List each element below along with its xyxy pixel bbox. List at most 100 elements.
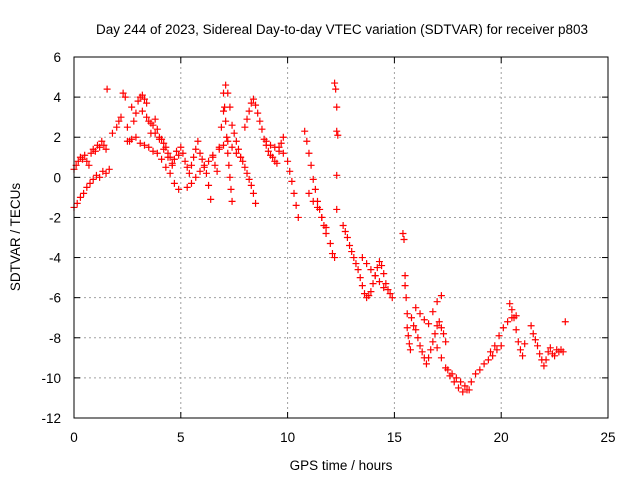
data-point [551, 352, 559, 360]
data-point [200, 161, 208, 169]
data-point [226, 173, 234, 181]
data-point [96, 143, 104, 151]
data-point [166, 169, 174, 177]
data-point [213, 167, 221, 175]
data-point [339, 221, 347, 229]
data-point [275, 147, 283, 155]
data-point [467, 378, 475, 386]
data-point [267, 141, 275, 149]
data-point [491, 342, 499, 350]
data-point [151, 115, 159, 123]
data-point [115, 117, 123, 125]
data-point [223, 133, 231, 141]
data-point [341, 227, 349, 235]
data-point [307, 161, 315, 169]
data-point [546, 344, 554, 352]
data-point [542, 356, 550, 364]
data-point [311, 185, 319, 193]
data-point [190, 153, 198, 161]
data-point [331, 254, 339, 262]
data-point [403, 310, 411, 318]
chart-title: Day 244 of 2023, Sidereal Day-to-day VTE… [96, 22, 588, 37]
data-point [388, 294, 396, 302]
data-point [358, 282, 366, 290]
data-point [181, 157, 189, 165]
data-point [433, 322, 441, 330]
data-point [452, 374, 460, 382]
data-point [322, 229, 330, 237]
data-point [369, 280, 377, 288]
data-point [294, 213, 302, 221]
data-point [489, 352, 497, 360]
data-point [164, 153, 172, 161]
y-axis-label: SDTVAR / TECUs [8, 183, 23, 292]
data-point [140, 141, 148, 149]
data-point [215, 145, 223, 153]
data-point [497, 342, 505, 350]
data-point [465, 386, 473, 394]
x-tick-label: 25 [600, 430, 615, 445]
data-point [271, 143, 279, 151]
data-point [209, 153, 217, 161]
data-point [450, 378, 458, 386]
data-point [138, 107, 146, 115]
data-point [333, 171, 341, 179]
data-point [328, 250, 336, 258]
data-point [457, 378, 465, 386]
data-point [531, 336, 539, 344]
data-point [429, 308, 437, 316]
data-point [175, 185, 183, 193]
data-point [416, 342, 424, 350]
data-point [305, 189, 313, 197]
data-point [170, 155, 178, 163]
data-point [358, 254, 366, 262]
data-point [309, 175, 317, 183]
data-point [437, 292, 445, 300]
data-point [487, 348, 495, 356]
data-point [232, 149, 240, 157]
data-point [217, 123, 225, 131]
data-point [559, 348, 567, 356]
data-point [431, 330, 439, 338]
data-point [380, 284, 388, 292]
y-tick-label: -6 [49, 291, 61, 306]
data-point [429, 338, 437, 346]
data-point [207, 195, 215, 203]
data-point [277, 139, 285, 147]
data-point [243, 169, 251, 177]
y-tick-label: -12 [41, 411, 61, 426]
data-point [123, 123, 131, 131]
data-point [252, 199, 260, 207]
data-point [225, 161, 233, 169]
data-point [380, 270, 388, 278]
data-point [89, 175, 97, 183]
data-point [354, 266, 362, 274]
data-point [352, 260, 360, 268]
data-point [414, 334, 422, 342]
data-point [102, 145, 110, 153]
data-point [247, 181, 255, 189]
data-point [412, 326, 420, 334]
data-point [348, 248, 356, 256]
data-point [435, 318, 443, 326]
data-point [162, 163, 170, 171]
data-point [404, 332, 412, 340]
y-tick-label: 2 [53, 130, 61, 145]
data-point [196, 149, 204, 157]
data-point [149, 147, 157, 155]
data-point [91, 147, 99, 155]
data-point [105, 165, 113, 173]
data-point [378, 262, 386, 270]
data-point [442, 338, 450, 346]
data-point [422, 360, 430, 368]
data-point [536, 350, 544, 358]
data-point [521, 340, 529, 348]
data-point [318, 213, 326, 221]
data-point [241, 123, 249, 131]
data-point [495, 332, 503, 340]
data-point [168, 159, 176, 167]
data-point [232, 137, 240, 145]
data-point [249, 189, 257, 197]
data-point [211, 161, 219, 169]
data-point [506, 300, 514, 308]
